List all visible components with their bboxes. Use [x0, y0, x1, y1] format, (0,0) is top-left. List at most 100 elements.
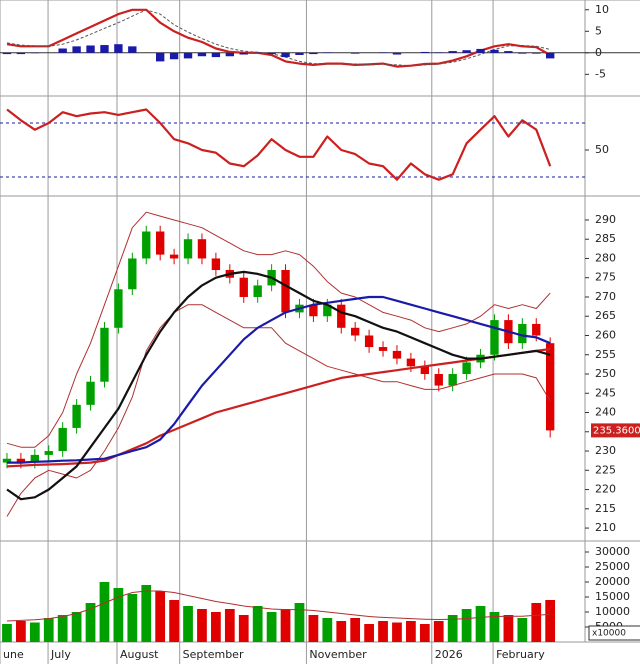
y-tick-label: 215 — [595, 502, 616, 515]
x-tick-label: February — [496, 648, 545, 661]
candle-body — [406, 358, 416, 367]
histogram-bar — [58, 48, 67, 53]
volume-bar — [169, 600, 179, 642]
volume-bar — [43, 618, 54, 642]
volume-bar — [475, 606, 486, 642]
candle-body — [86, 381, 95, 405]
y-tick-label: 30000 — [595, 545, 630, 558]
volume-bar — [155, 591, 166, 642]
volume-bar — [433, 621, 444, 642]
volume-bar — [252, 606, 263, 642]
candle-body — [420, 366, 429, 375]
candle-body — [44, 451, 53, 455]
series-line — [6, 8, 551, 68]
y-tick-label: 25000 — [595, 560, 630, 573]
candle-body — [392, 350, 402, 359]
volume-bar — [266, 612, 277, 642]
volume-bar — [71, 612, 82, 642]
unit-box — [588, 625, 640, 641]
candle-body — [364, 335, 374, 348]
volume-bar — [364, 624, 374, 642]
candle-body — [156, 231, 165, 255]
y-tick-label: 255 — [595, 348, 616, 361]
series-line — [6, 108, 552, 181]
y-tick-label: 230 — [595, 444, 616, 457]
histogram-bar — [518, 52, 527, 54]
histogram-bar — [2, 52, 12, 55]
volume-bar — [211, 612, 221, 642]
y-tick-label: 285 — [595, 232, 616, 245]
volume-bar — [280, 609, 291, 642]
volume-bar — [183, 606, 193, 642]
candle-body — [72, 404, 81, 428]
histogram-bar — [392, 52, 402, 55]
histogram-bar — [156, 52, 165, 62]
series-line — [6, 9, 551, 67]
volume-bar — [392, 622, 402, 642]
candle-body — [183, 239, 193, 259]
histogram-bar — [476, 48, 485, 53]
volume-bar — [419, 624, 430, 642]
candle-body — [490, 320, 499, 355]
volume-bar — [99, 582, 110, 642]
histogram-bar — [309, 52, 318, 55]
histogram-bar — [462, 50, 471, 53]
candle-body — [434, 374, 443, 386]
volume-bar — [127, 594, 138, 642]
y-tick-label: 20000 — [595, 575, 630, 588]
volume-bar — [545, 600, 556, 642]
y-tick-label: 280 — [595, 251, 616, 264]
histogram-bar — [420, 51, 429, 53]
candle-body — [351, 327, 360, 336]
series-line — [6, 211, 551, 448]
candle-body — [239, 277, 248, 297]
volume-bar — [16, 621, 26, 642]
candle-body — [30, 454, 39, 463]
y-tick-label: 210 — [595, 521, 616, 534]
y-tick-label: 240 — [595, 406, 616, 419]
candle-body — [532, 323, 541, 336]
x-tick-label: 2026 — [435, 648, 463, 661]
y-tick-label: 10 — [595, 3, 609, 16]
series-line — [6, 347, 551, 468]
volume-bar — [447, 615, 458, 642]
volume-bar — [378, 621, 388, 642]
candle-body — [253, 285, 262, 297]
series-line — [6, 304, 551, 517]
candle-body — [281, 270, 290, 313]
x-tick-label: August — [120, 648, 159, 661]
y-tick-label: 250 — [595, 367, 616, 380]
y-tick-label: -5 — [595, 67, 606, 80]
volume-bar — [2, 624, 12, 642]
histogram-bar — [197, 52, 207, 57]
x-tick-label: September — [183, 648, 244, 661]
candle-body — [546, 343, 555, 431]
volume-bar — [29, 622, 40, 642]
candle-body — [211, 258, 221, 271]
histogram-bar — [72, 46, 81, 53]
y-tick-label: 50 — [595, 143, 609, 156]
histogram-bar — [183, 52, 193, 59]
y-tick-label: 270 — [595, 290, 616, 303]
histogram-bar — [114, 44, 123, 53]
volume-bar — [85, 603, 96, 642]
candle-body — [323, 304, 332, 317]
histogram-bar — [86, 45, 95, 53]
candle-body — [462, 362, 471, 375]
candle-body — [197, 239, 207, 259]
histogram-bar — [532, 52, 541, 54]
y-tick-label: 245 — [595, 386, 616, 399]
histogram-bar — [16, 52, 26, 55]
series-line — [7, 295, 551, 464]
histogram-bar — [448, 51, 457, 53]
volume-bar — [406, 621, 416, 642]
candle-body — [2, 458, 12, 463]
candle-body — [58, 427, 67, 452]
histogram-bar — [225, 52, 234, 57]
histogram-bar — [490, 49, 499, 53]
volume-bar — [141, 585, 152, 642]
y-tick-label: 260 — [595, 328, 616, 341]
series-line — [6, 270, 551, 501]
histogram-bar — [211, 52, 221, 58]
